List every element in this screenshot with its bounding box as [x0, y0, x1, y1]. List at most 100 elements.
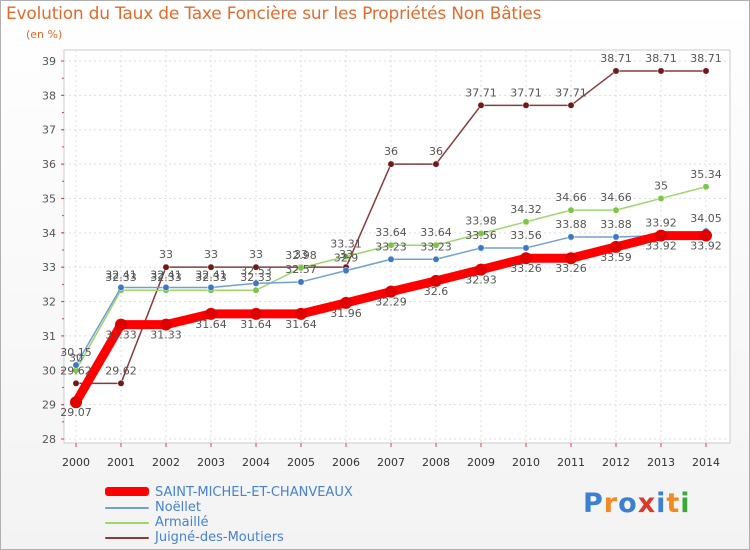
data-point: [612, 206, 620, 214]
legend-swatch-armaille: [105, 522, 149, 524]
data-label: 32.33: [240, 271, 272, 284]
data-point: [477, 101, 485, 109]
x-tick-label: 2012: [602, 456, 630, 469]
data-label: 31.64: [285, 318, 317, 331]
data-point: [432, 160, 440, 168]
data-point: [70, 396, 82, 409]
y-tick-label: 38: [42, 89, 56, 102]
data-label: 32.33: [105, 271, 137, 284]
data-label: 33: [159, 248, 173, 261]
data-label: 31.96: [330, 307, 362, 320]
data-label: 31.64: [195, 318, 227, 331]
data-point: [387, 241, 395, 249]
data-label: 33.92: [690, 240, 722, 253]
x-tick-label: 2003: [197, 456, 225, 469]
logo-letter: x: [637, 488, 657, 519]
data-label: 38.71: [645, 52, 677, 65]
data-point: [657, 67, 665, 75]
data-point: [115, 318, 127, 331]
data-label: 33.56: [510, 229, 542, 242]
data-label: 32.33: [150, 271, 182, 284]
data-point: [342, 253, 350, 260]
x-tick-label: 2002: [152, 456, 180, 469]
data-point: [702, 67, 710, 75]
data-point: [702, 183, 710, 191]
data-point: [297, 264, 305, 272]
chart-title: Evolution du Taux de Taxe Foncière sur l…: [6, 4, 542, 24]
data-point: [252, 286, 260, 294]
logo-letter: r: [603, 488, 619, 519]
unit-label: (en %): [26, 28, 63, 41]
data-label: 32.93: [465, 274, 497, 287]
data-label: 29.07: [60, 406, 92, 419]
data-point: [160, 318, 172, 331]
data-point: [432, 255, 440, 263]
data-point: [610, 240, 622, 253]
data-point: [522, 218, 530, 226]
data-label: 33.56: [465, 229, 497, 242]
y-tick-label: 35: [42, 192, 56, 205]
data-point: [700, 229, 712, 242]
data-label: 38.71: [600, 52, 632, 65]
data-point: [475, 263, 487, 276]
data-point: [612, 233, 620, 241]
data-label: 33: [204, 248, 218, 261]
data-label: 32.29: [375, 296, 407, 309]
y-tick-label: 39: [42, 55, 56, 68]
data-point: [612, 67, 620, 75]
data-label: 32.57: [285, 263, 317, 276]
data-label: 30.15: [60, 346, 92, 359]
data-label: 33.88: [600, 218, 632, 231]
logo-letter: i: [656, 488, 667, 519]
y-tick-label: 28: [42, 433, 56, 446]
data-point: [340, 296, 352, 309]
logo-letter: P: [583, 488, 604, 519]
legend-label-armaille: Armaillé: [155, 515, 209, 530]
data-point: [655, 229, 667, 242]
x-tick-label: 2014: [692, 456, 720, 469]
data-label: 31.33: [150, 329, 182, 342]
data-label: 33.92: [645, 240, 677, 253]
x-tick-label: 2013: [647, 456, 675, 469]
x-tick-label: 2010: [512, 456, 540, 469]
data-label: 31.64: [240, 318, 272, 331]
data-point: [342, 267, 350, 275]
x-tick-label: 2011: [557, 456, 585, 469]
data-label: 29.62: [105, 364, 137, 377]
data-point: [430, 274, 442, 287]
data-label: 33: [294, 248, 308, 261]
data-label: 33.26: [555, 262, 587, 275]
y-tick-label: 33: [42, 261, 56, 274]
x-tick-label: 2000: [62, 456, 90, 469]
data-label: 32.33: [195, 271, 227, 284]
data-point: [205, 307, 217, 320]
data-label: 32.6: [424, 285, 449, 298]
series-0: [70, 229, 712, 409]
data-point: [522, 101, 530, 109]
data-point: [432, 241, 440, 249]
data-point: [72, 379, 80, 387]
legend-label-noellet: Noëllet: [155, 500, 201, 515]
data-point: [162, 284, 170, 291]
data-label: 33.88: [555, 218, 587, 231]
legend-label-saint-michel: SAINT-MICHEL-ET-CHANVEAUX: [155, 485, 353, 500]
y-tick-label: 30: [42, 364, 56, 377]
data-label: 33: [249, 248, 263, 261]
data-point: [385, 285, 397, 298]
logo-letter: t: [666, 488, 681, 519]
data-point: [207, 284, 215, 291]
data-label: 33.64: [375, 226, 407, 239]
data-label: 30: [69, 351, 83, 364]
legend-swatch-noellet: [105, 507, 149, 509]
data-label: 33.92: [645, 217, 677, 230]
data-point: [565, 252, 577, 265]
data-label: 34.66: [600, 191, 632, 204]
data-label: 33.31: [330, 238, 362, 251]
data-point: [477, 244, 485, 252]
data-label: 34.66: [555, 191, 587, 204]
data-point: [477, 230, 485, 237]
data-label: 29.62: [60, 364, 92, 377]
data-label: 36: [384, 145, 398, 158]
y-tick-label: 31: [42, 330, 56, 343]
